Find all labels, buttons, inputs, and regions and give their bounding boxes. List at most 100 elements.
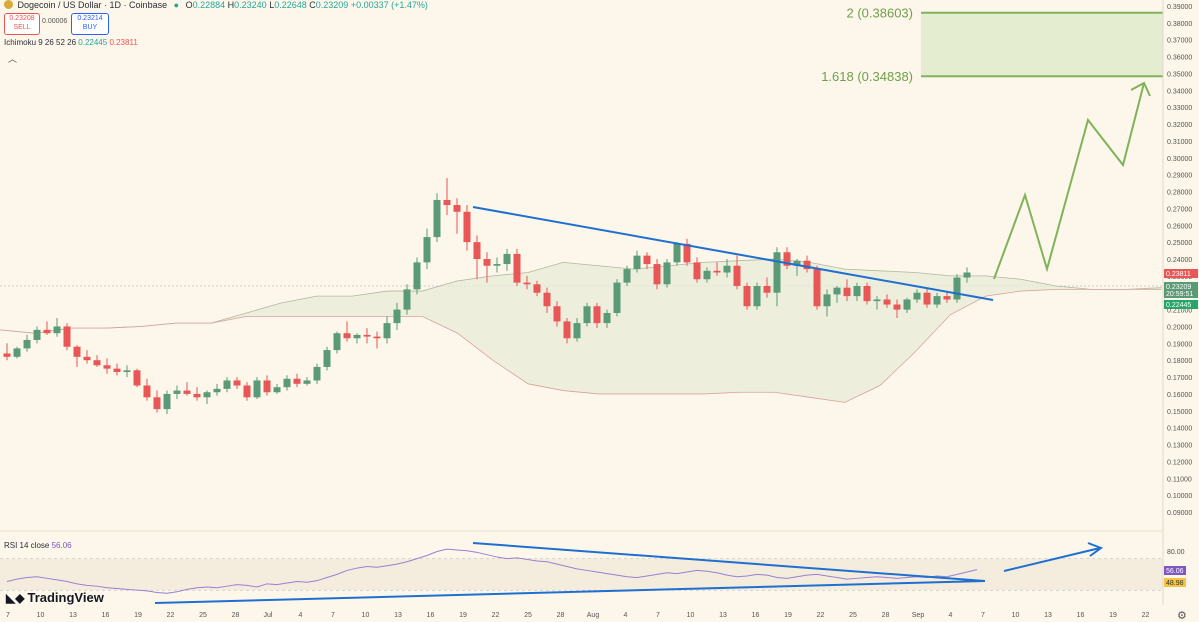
candle xyxy=(583,302,591,327)
candle xyxy=(493,257,501,273)
sell-button[interactable]: 0.23208 SELL xyxy=(4,13,40,35)
candle xyxy=(23,334,31,352)
time-tick-label: 28 xyxy=(232,612,240,619)
candle-body xyxy=(793,260,801,266)
candle-body xyxy=(623,269,631,283)
candle xyxy=(893,299,901,319)
candle xyxy=(423,228,431,270)
candle xyxy=(623,265,631,286)
price-tick-label: 0.26000 xyxy=(1167,223,1192,230)
candle xyxy=(43,321,51,335)
candle xyxy=(843,279,851,302)
candle-body xyxy=(773,252,781,293)
candle xyxy=(693,257,701,283)
time-tick-label: 10 xyxy=(687,612,695,619)
candle-body xyxy=(3,353,11,357)
time-tick-label: 13 xyxy=(1044,612,1052,619)
candle xyxy=(73,345,81,367)
dogecoin-icon xyxy=(4,0,13,9)
time-tick-label: 22 xyxy=(1142,612,1150,619)
symbol-title[interactable]: Dogecoin / US Dollar · 1D · Coinbase xyxy=(17,0,168,10)
candle xyxy=(173,385,181,399)
candle-body xyxy=(823,294,831,307)
rsi-arrowhead xyxy=(1087,542,1104,557)
time-tick-label: 19 xyxy=(1109,612,1117,619)
candle xyxy=(833,285,841,303)
time-tick-label: 22 xyxy=(492,612,500,619)
candle-body xyxy=(893,304,901,310)
candle-body xyxy=(683,243,691,263)
time-tick-label: Aug xyxy=(587,612,600,619)
candle-body xyxy=(563,321,571,339)
price-tick-label: 0.21000 xyxy=(1167,308,1192,315)
time-tick-label: 19 xyxy=(134,612,142,619)
candle-body xyxy=(273,387,281,393)
candle xyxy=(783,247,791,270)
candle xyxy=(653,259,661,290)
candle-body xyxy=(493,264,501,266)
candle xyxy=(243,382,251,401)
price-tick-label: 0.32000 xyxy=(1167,122,1192,129)
candle xyxy=(133,368,141,388)
ichimoku-cloud xyxy=(0,258,1162,403)
cloud-span-b xyxy=(0,287,1162,403)
candle xyxy=(743,282,751,310)
price-tick-label: 0.19000 xyxy=(1167,341,1192,348)
candle xyxy=(263,375,271,396)
candle-body xyxy=(843,287,851,297)
price-badge xyxy=(1164,282,1198,291)
price-tick-label: 0.38000 xyxy=(1167,21,1192,28)
rsi-legend[interactable]: RSI 14 close 56.06 xyxy=(4,541,72,550)
collapse-chevron-icon[interactable]: ︿ xyxy=(8,54,18,64)
candle xyxy=(913,289,921,303)
price-tick-label: 0.10000 xyxy=(1167,493,1192,500)
candle xyxy=(463,205,471,251)
candle-body xyxy=(883,299,891,305)
price-tick-label: 0.35000 xyxy=(1167,71,1192,78)
candle xyxy=(193,387,201,401)
ichimoku-legend[interactable]: Ichimoku 9 26 52 26 0.22445 0.23811 xyxy=(4,38,138,47)
candle xyxy=(953,274,961,303)
candle-body xyxy=(513,253,521,283)
settings-gear-icon[interactable]: ⚙ xyxy=(1177,610,1187,622)
candle xyxy=(203,390,211,405)
candle-body xyxy=(963,272,971,278)
time-axis[interactable]: 7 10 13 16 19 22 25 28 Jul 4 7 10 13 16 19 22 25 28 Aug 4 7 1… xyxy=(6,612,1149,619)
candle-body xyxy=(23,339,31,349)
candle-body xyxy=(613,282,621,313)
candle-body xyxy=(913,292,921,300)
price-badge-label: 0.22445 xyxy=(1166,302,1191,309)
time-tick-label: 13 xyxy=(69,612,77,619)
candle-body xyxy=(643,255,651,265)
candle xyxy=(873,296,881,310)
candle-body xyxy=(693,262,701,280)
candle-body xyxy=(473,242,481,259)
candle-body xyxy=(123,370,131,373)
candle xyxy=(53,318,61,337)
candle-body xyxy=(783,252,791,266)
candle xyxy=(793,259,801,276)
candle xyxy=(213,383,221,396)
price-tick-label: 0.30000 xyxy=(1167,156,1192,163)
candle-body xyxy=(283,378,291,388)
candle-body xyxy=(803,260,811,270)
candle-body xyxy=(743,285,751,307)
candle-body xyxy=(453,205,461,212)
buy-button[interactable]: 0.23214 BUY xyxy=(71,13,109,35)
time-tick-label: 16 xyxy=(752,612,760,619)
candle xyxy=(483,252,491,283)
price-axis[interactable]: 0.39000 0.38000 0.37000 0.36000 0.35000 0.340… xyxy=(1162,0,1198,605)
candle-body xyxy=(313,366,321,381)
candle xyxy=(303,377,311,386)
time-tick-label: Sep xyxy=(912,612,925,619)
price-tick-label: 0.27000 xyxy=(1167,206,1192,213)
candle-body xyxy=(813,269,821,307)
candle xyxy=(333,331,341,354)
candle-body xyxy=(543,292,551,307)
tradingview-logo: ◣◆ TradingView xyxy=(6,590,104,605)
price-tick-label: 0.15000 xyxy=(1167,409,1192,416)
time-tick-label: 13 xyxy=(719,612,727,619)
candle-body xyxy=(263,380,271,393)
candle-body xyxy=(83,356,91,361)
